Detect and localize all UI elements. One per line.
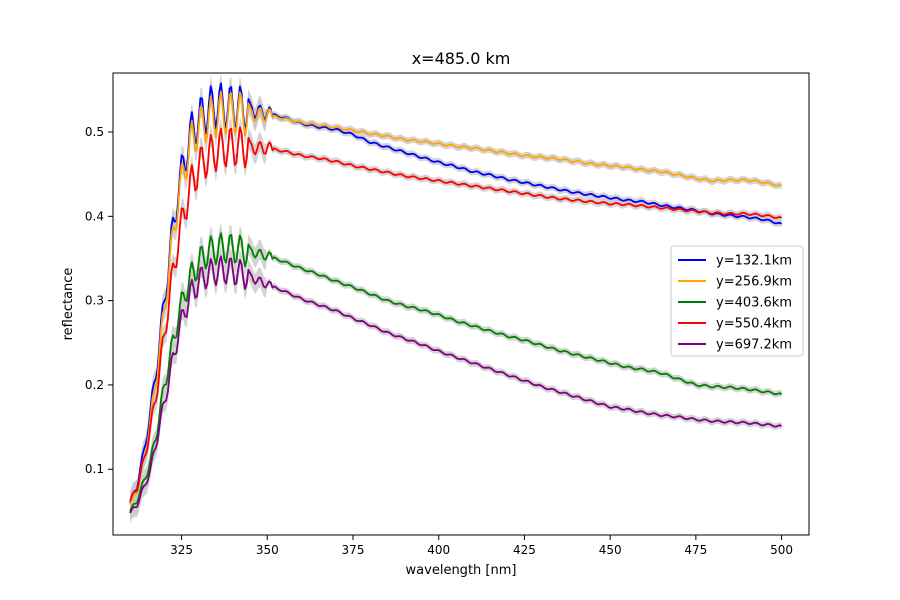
x-tick-label: 400 xyxy=(427,543,450,557)
series-line-2 xyxy=(129,90,783,505)
series-lines xyxy=(129,82,783,514)
legend: y=132.1km y=256.9km y=403.6km y=550.4km y=69… xyxy=(670,245,804,357)
series-line-4 xyxy=(129,126,783,502)
y-axis-ticks: 0.1 0.2 0.3 0.4 0.5 xyxy=(85,125,113,476)
y-tick-label: 0.1 xyxy=(85,462,104,476)
legend-label: y=256.9km xyxy=(716,275,792,290)
y-tick-label: 0.5 xyxy=(85,125,104,139)
x-tick-label: 500 xyxy=(770,543,793,557)
y-axis-label: reflectance xyxy=(61,268,76,341)
y-tick-label: 0.2 xyxy=(85,378,104,392)
x-tick-label: 375 xyxy=(342,543,365,557)
y-tick-label: 0.3 xyxy=(85,294,104,308)
series-line-3 xyxy=(129,232,783,512)
legend-label: y=697.2km xyxy=(716,338,792,353)
uncertainty-band-3 xyxy=(130,223,782,522)
x-tick-label: 425 xyxy=(513,543,536,557)
plot-frame xyxy=(112,72,810,536)
chart-title: x=485.0 km xyxy=(412,49,511,68)
legend-label: y=550.4km xyxy=(716,317,792,332)
uncertainty-bands xyxy=(130,73,782,524)
x-tick-label: 350 xyxy=(256,543,279,557)
legend-box xyxy=(670,245,804,357)
legend-label: y=132.1km xyxy=(716,254,792,269)
series-line-5 xyxy=(129,255,783,514)
x-tick-label: 450 xyxy=(599,543,622,557)
y-tick-label: 0.4 xyxy=(85,209,104,223)
x-tick-label: 475 xyxy=(684,543,707,557)
x-axis-label: wavelength [nm] xyxy=(406,563,517,578)
legend-label: y=403.6km xyxy=(716,296,792,311)
x-axis-ticks: 325 350 375 400 425 450 475 500 xyxy=(170,535,793,557)
x-tick-label: 325 xyxy=(170,543,193,557)
